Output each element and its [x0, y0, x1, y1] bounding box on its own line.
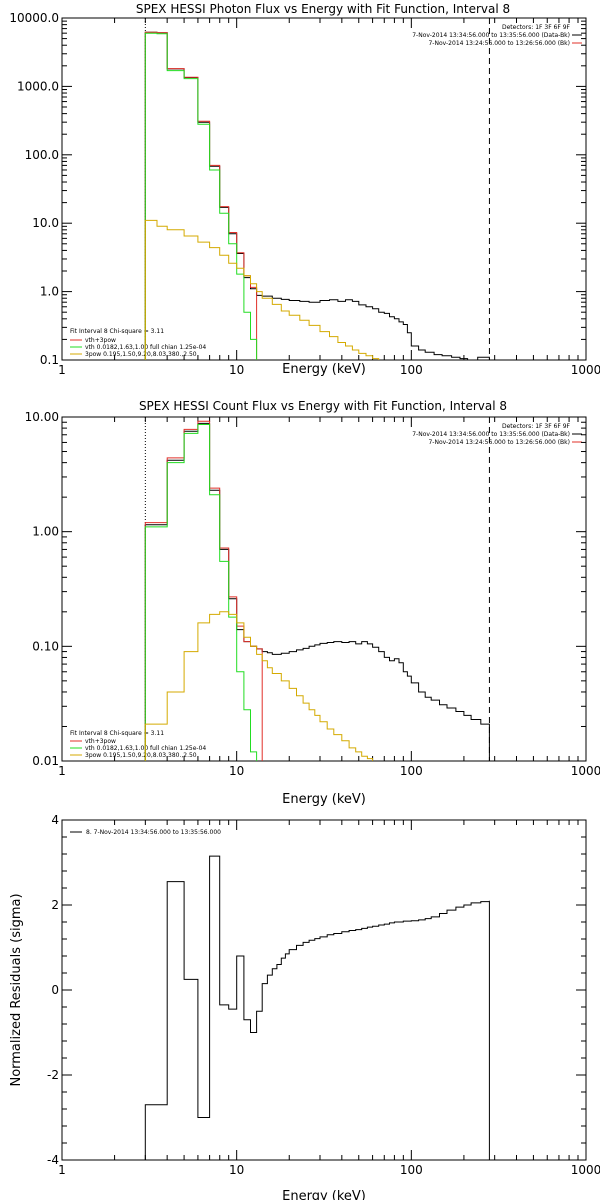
x-tick-label: 1000 [571, 1163, 600, 1177]
info-detectors: Detectors: 1F 3F 6F 9F [502, 423, 571, 430]
y-tick-label: 1.0 [40, 285, 59, 299]
legend: 8. 7-Nov-2014 13:34:56.000 to 13:35:56.0… [70, 829, 221, 836]
info-bk-interval: 7-Nov-2014 13:24:56.000 to 13:26:56.000 … [428, 439, 570, 446]
x-axis-label: Energy (keV) [282, 362, 366, 377]
count-flux-panel: SPEX HESSI Count Flux vs Energy with Fit… [25, 399, 600, 807]
info-detectors: Detectors: 1F 3F 6F 9F [502, 24, 571, 31]
x-tick-label: 10 [229, 363, 244, 377]
plot-frame [61, 416, 587, 762]
y-tick-label: 0.1 [40, 353, 59, 367]
y-tick-label: 10.00 [25, 410, 59, 424]
series-line-1 [144, 31, 258, 360]
y-tick-label: -2 [47, 1068, 59, 1082]
x-tick-label: 1000 [571, 764, 600, 778]
series-line-2 [144, 32, 258, 360]
plot-frame [61, 819, 587, 1161]
x-tick-label: 100 [400, 1163, 423, 1177]
y-tick-label: 0 [51, 983, 59, 997]
x-tick-label: 1 [58, 764, 66, 778]
plot-frame [61, 17, 587, 361]
x-tick-label: 10 [229, 764, 244, 778]
legend-entry-3pow: 3pow 0.195,1.50,9.20,8.03,380.,2.50 [85, 351, 197, 358]
series-line-0 [144, 31, 490, 361]
y-tick-label: 100.0 [25, 148, 59, 162]
legend-fit-info: Fit Interval 8 Chi-square = 3.11 [70, 328, 164, 335]
legend-entry-residuals: 8. 7-Nov-2014 13:34:56.000 to 13:35:56.0… [86, 829, 221, 836]
y-tick-label: 0.01 [32, 754, 59, 768]
info-data-interval: 7-Nov-2014 13:34:56.000 to 13:35:56.000 … [412, 32, 570, 39]
y-tick-label: -4 [47, 1153, 59, 1167]
x-tick-label: 100 [400, 363, 423, 377]
y-axis-label: Normalized Residuals (sigma) [9, 893, 24, 1086]
legend-entry-total: vth+3pow [85, 738, 116, 745]
residuals-panel: 8. 7-Nov-2014 13:34:56.000 to 13:35:56.0… [9, 813, 600, 1200]
y-tick-label: 2 [51, 898, 59, 912]
y-tick-label: 1.00 [32, 525, 59, 539]
legend: Fit Interval 8 Chi-square = 3.11 vth+3po… [70, 328, 206, 358]
x-axis-label: Energy (keV) [282, 792, 366, 807]
y-tick-label: 1000.0 [17, 79, 59, 93]
series-line-3 [144, 611, 374, 761]
info-bk-interval: 7-Nov-2014 13:24:56.000 to 13:26:56.000 … [428, 40, 570, 47]
chart-title: SPEX HESSI Count Flux vs Energy with Fit… [139, 399, 507, 413]
y-tick-label: 10.0 [32, 216, 59, 230]
x-axis-label: Energy (keV) [282, 1189, 366, 1200]
series-line-0 [144, 422, 490, 761]
y-tick-label: 0.10 [32, 639, 59, 653]
photon-flux-panel: SPEX HESSI Photon Flux vs Energy with Fi… [9, 2, 600, 377]
series-line-3 [144, 219, 380, 360]
x-tick-label: 1 [58, 1163, 66, 1177]
x-tick-label: 10 [229, 1163, 244, 1177]
legend-entry-total: vth+3pow [85, 337, 116, 344]
legend-fit-info: Fit Interval 8 Chi-square = 3.11 [70, 730, 164, 737]
x-tick-label: 1 [58, 363, 66, 377]
y-tick-label: 10000.0 [9, 11, 59, 25]
legend: Fit Interval 8 Chi-square = 3.11 vth+3po… [70, 730, 206, 759]
series-line-2 [144, 424, 258, 761]
legend-entry-3pow: 3pow 0.195,1.50,9.20,8.03,380.,2.50 [85, 752, 197, 759]
x-tick-label: 1000 [571, 363, 600, 377]
info-data-interval: 7-Nov-2014 13:34:56.000 to 13:35:56.000 … [412, 431, 570, 438]
series-line-0 [144, 855, 490, 1160]
chart-title: SPEX HESSI Photon Flux vs Energy with Fi… [136, 2, 510, 16]
y-tick-label: 4 [51, 813, 59, 827]
x-tick-label: 100 [400, 764, 423, 778]
